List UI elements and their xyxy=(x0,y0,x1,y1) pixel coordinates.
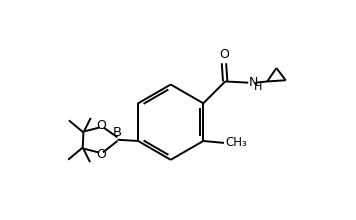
Text: O: O xyxy=(97,119,106,132)
Text: O: O xyxy=(96,148,106,161)
Text: N: N xyxy=(249,76,258,89)
Text: O: O xyxy=(219,48,229,61)
Text: CH₃: CH₃ xyxy=(225,136,247,149)
Text: H: H xyxy=(253,82,262,92)
Text: B: B xyxy=(113,126,122,139)
